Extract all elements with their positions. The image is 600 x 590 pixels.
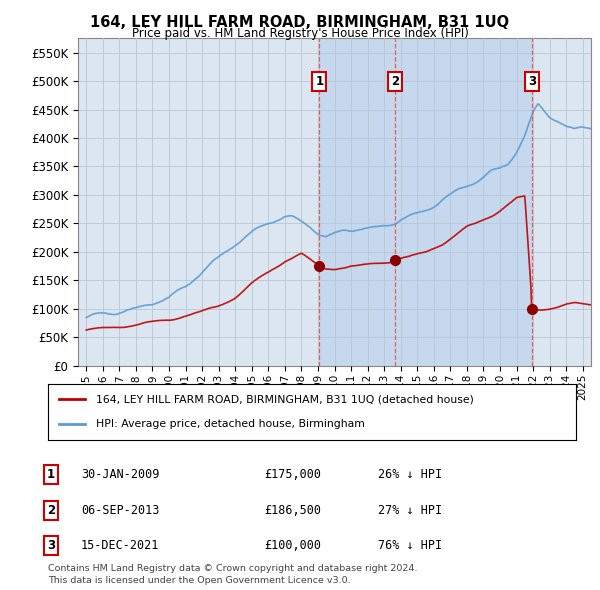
Text: 26% ↓ HPI: 26% ↓ HPI — [378, 468, 442, 481]
Text: 27% ↓ HPI: 27% ↓ HPI — [378, 504, 442, 517]
Text: 2: 2 — [391, 74, 400, 87]
Text: 2: 2 — [47, 504, 55, 517]
Text: 164, LEY HILL FARM ROAD, BIRMINGHAM, B31 1UQ: 164, LEY HILL FARM ROAD, BIRMINGHAM, B31… — [91, 15, 509, 30]
Text: 76% ↓ HPI: 76% ↓ HPI — [378, 539, 442, 552]
Text: 164, LEY HILL FARM ROAD, BIRMINGHAM, B31 1UQ (detached house): 164, LEY HILL FARM ROAD, BIRMINGHAM, B31… — [95, 394, 473, 404]
Text: 15-DEC-2021: 15-DEC-2021 — [81, 539, 160, 552]
Text: 1: 1 — [315, 74, 323, 87]
Text: 1: 1 — [47, 468, 55, 481]
Text: Contains HM Land Registry data © Crown copyright and database right 2024.: Contains HM Land Registry data © Crown c… — [48, 565, 418, 573]
Text: £175,000: £175,000 — [264, 468, 321, 481]
Bar — [319, 38, 532, 366]
Text: 3: 3 — [529, 74, 536, 87]
Text: 3: 3 — [47, 539, 55, 552]
Text: Price paid vs. HM Land Registry's House Price Index (HPI): Price paid vs. HM Land Registry's House … — [131, 27, 469, 40]
Text: £100,000: £100,000 — [264, 539, 321, 552]
Text: 06-SEP-2013: 06-SEP-2013 — [81, 504, 160, 517]
Text: 30-JAN-2009: 30-JAN-2009 — [81, 468, 160, 481]
Text: HPI: Average price, detached house, Birmingham: HPI: Average price, detached house, Birm… — [95, 419, 364, 429]
Text: £186,500: £186,500 — [264, 504, 321, 517]
Text: This data is licensed under the Open Government Licence v3.0.: This data is licensed under the Open Gov… — [48, 576, 350, 585]
